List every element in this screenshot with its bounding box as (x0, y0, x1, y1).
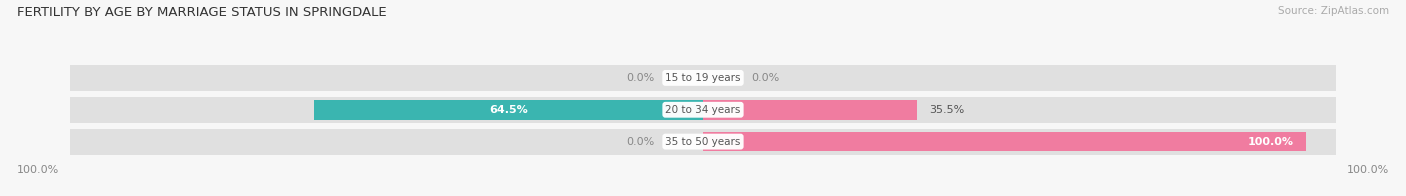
Bar (703, 132, 1306, 152)
Bar (315, 100, 703, 120)
Text: Source: ZipAtlas.com: Source: ZipAtlas.com (1278, 6, 1389, 16)
Bar (70, 97, 1336, 123)
Bar (70, 129, 1336, 155)
Text: 100.0%: 100.0% (1247, 137, 1294, 147)
Bar (70, 65, 1336, 91)
Text: 0.0%: 0.0% (627, 73, 655, 83)
Text: 64.5%: 64.5% (489, 105, 529, 115)
Bar (703, 100, 917, 120)
Text: 0.0%: 0.0% (627, 137, 655, 147)
Text: 0.0%: 0.0% (751, 73, 779, 83)
Text: 35.5%: 35.5% (929, 105, 965, 115)
Text: FERTILITY BY AGE BY MARRIAGE STATUS IN SPRINGDALE: FERTILITY BY AGE BY MARRIAGE STATUS IN S… (17, 6, 387, 19)
Text: 15 to 19 years: 15 to 19 years (665, 73, 741, 83)
Text: 35 to 50 years: 35 to 50 years (665, 137, 741, 147)
Text: 100.0%: 100.0% (17, 165, 59, 175)
Text: 20 to 34 years: 20 to 34 years (665, 105, 741, 115)
Text: 100.0%: 100.0% (1347, 165, 1389, 175)
